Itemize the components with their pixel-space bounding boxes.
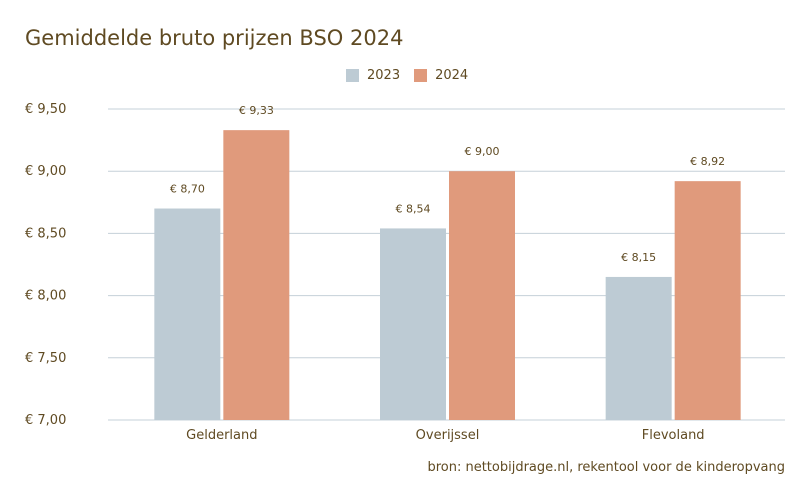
data-label: € 8,70 bbox=[170, 183, 205, 196]
legend-item-2024[interactable]: 2024 bbox=[414, 68, 468, 83]
chart-title: Gemiddelde bruto prijzen BSO 2024 bbox=[25, 26, 404, 50]
bar-2023-gelderland bbox=[154, 208, 221, 420]
bar-2024-gelderland bbox=[223, 130, 290, 420]
x-tick-label: Overijssel bbox=[416, 428, 480, 443]
data-label: € 9,00 bbox=[465, 145, 500, 158]
bar-2024-flevoland bbox=[674, 181, 741, 420]
legend-swatch-2024 bbox=[414, 69, 428, 82]
bar-2023-overijssel bbox=[380, 228, 446, 420]
legend-label-2023: 2023 bbox=[367, 68, 401, 83]
y-tick-label: € 8,00 bbox=[25, 289, 66, 304]
legend-item-2023[interactable]: 2023 bbox=[346, 68, 400, 83]
data-label: € 9,33 bbox=[239, 104, 274, 117]
legend: 2023 2024 bbox=[346, 68, 468, 83]
y-tick-label: € 7,50 bbox=[25, 351, 66, 366]
legend-label-2024: 2024 bbox=[435, 68, 469, 83]
bar-2024-overijssel bbox=[449, 171, 515, 420]
legend-swatch-2023 bbox=[346, 69, 359, 82]
source-note: bron: nettobijdrage.nl, rekentool voor d… bbox=[427, 460, 785, 475]
data-label: € 8,92 bbox=[690, 155, 725, 168]
y-tick-label: € 9,50 bbox=[25, 102, 66, 117]
y-tick-label: € 8,50 bbox=[25, 226, 66, 241]
x-tick-label: Gelderland bbox=[186, 428, 257, 443]
y-tick-label: € 7,00 bbox=[25, 413, 66, 428]
data-label: € 8,15 bbox=[621, 251, 656, 264]
data-label: € 8,54 bbox=[396, 202, 431, 215]
x-tick-label: Flevoland bbox=[642, 428, 705, 443]
bar-2023-flevoland bbox=[605, 276, 672, 420]
y-tick-label: € 9,00 bbox=[25, 164, 66, 179]
